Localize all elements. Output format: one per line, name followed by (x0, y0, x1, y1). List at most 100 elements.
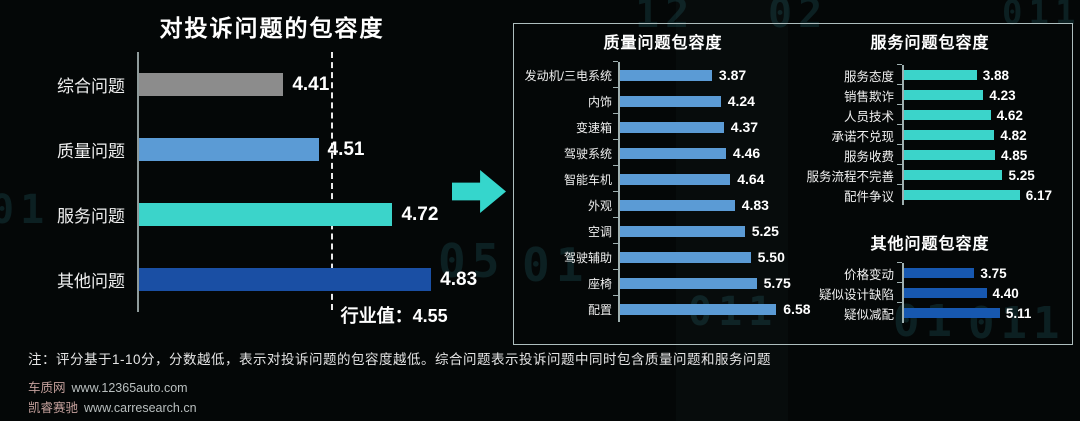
bar-track: 5.75 (613, 269, 810, 296)
category-label: 承诺不兑现 (831, 129, 894, 144)
bar-track: 4.82 (897, 124, 1054, 145)
bar-row: 驾驶辅助 5.50 (522, 243, 804, 270)
category-label: 驾驶辅助 (563, 250, 612, 265)
bar-track: 4.41 (137, 52, 491, 117)
quality-bar-rows: 发动机/三电系统 3.87 内饰 4.24 变速箱 4.37 驾驶系统 4.46 智能车机 4.6… (522, 61, 811, 322)
bar-row: 疑似设计缺陷 4.40 (794, 282, 1066, 303)
brand-url: www.12365auto.com (71, 381, 188, 395)
value-label: 4.37 (730, 119, 759, 135)
bar-track: 4.37 (613, 113, 810, 140)
bar-row: 疑似减配 5.11 (794, 302, 1066, 323)
category-label: 配件争议 (843, 189, 894, 204)
category-label: 智能车机 (563, 172, 612, 187)
category-label: 配置 (587, 302, 612, 317)
category-label: 其他问题 (57, 272, 125, 291)
industry-reference-line (330, 52, 333, 310)
bar-track: 4.24 (613, 87, 810, 114)
bar (620, 225, 745, 237)
bar-track: 4.23 (897, 84, 1054, 105)
bar (904, 308, 1000, 318)
value-label: 6.17 (1025, 187, 1052, 203)
brand-name: 车质网 (28, 381, 66, 395)
bar-row: 服务态度 3.88 (794, 64, 1066, 85)
category-label: 疑似设计缺陷 (818, 287, 894, 302)
category-label: 服务收费 (843, 149, 894, 164)
bar (620, 147, 726, 159)
bar-row: 价格变动 3.75 (794, 262, 1066, 283)
decor-digit: 05 (438, 234, 506, 288)
bar (620, 277, 757, 289)
bar-row: 空调 5.25 (522, 217, 804, 244)
industry-value-label: 行业值：4.55 (340, 306, 448, 326)
bar (620, 303, 777, 315)
value-label: 5.75 (763, 275, 791, 291)
bar-track: 4.64 (613, 165, 810, 192)
bar-row: 座椅 5.75 (522, 269, 804, 296)
bar (904, 70, 977, 80)
bar (620, 121, 724, 133)
bar (904, 268, 975, 278)
value-label: 4.83 (741, 197, 769, 213)
detail-panel: 质量问题包容度 发动机/三电系统 3.87 内饰 4.24 变速箱 4.37 驾驶系统 4.4… (513, 23, 1073, 345)
bar (620, 173, 731, 185)
overall-chart-body: 综合问题 4.41 质量问题 4.51 服务问题 4.72 其他问题 4.83 行业值：4.5… (10, 52, 506, 326)
bar (139, 268, 432, 291)
bar-track: 3.75 (897, 262, 1054, 283)
bar-track: 3.87 (613, 61, 810, 88)
category-label: 人员技术 (843, 109, 894, 124)
bar-track: 5.50 (613, 243, 810, 270)
bar-row: 配置 6.58 (522, 295, 811, 322)
decor-digit: 12 (635, 0, 696, 37)
value-label: 4.23 (989, 87, 1016, 103)
bar (620, 251, 751, 263)
category-label: 综合问题 (57, 77, 125, 96)
other-bar-rows: 价格变动 3.75 疑似设计缺陷 4.40 疑似减配 5.11 (794, 262, 1066, 323)
bar-row: 其他问题 4.83 (10, 247, 506, 312)
bar-row: 综合问题 4.41 (10, 52, 506, 117)
value-label: 5.50 (757, 249, 785, 265)
decor-digit: 011 (1002, 0, 1080, 33)
bar (620, 69, 712, 81)
service-chart-title: 服务问题包容度 (870, 35, 990, 52)
decor-digit: 02 (768, 0, 829, 37)
service-tolerance-chart: 服务问题包容度 服务态度 3.88 销售欺诈 4.23 人员技术 4.62 承诺不兑现 4.8… (794, 28, 1066, 205)
value-label: 4.46 (732, 145, 761, 161)
category-label: 价格变动 (843, 267, 894, 282)
value-label: 5.25 (1008, 167, 1035, 183)
bar-track: 4.40 (897, 282, 1054, 303)
other-chart-title: 其他问题包容度 (870, 236, 990, 253)
bar (904, 150, 995, 160)
value-label: 5.11 (1005, 305, 1032, 321)
bar-track: 3.88 (897, 64, 1054, 85)
overall-bar-rows: 综合问题 4.41 质量问题 4.51 服务问题 4.72 其他问题 4.83 (10, 52, 506, 312)
bar (620, 95, 721, 107)
bar (139, 73, 284, 96)
bar-row: 驾驶系统 4.46 (522, 139, 804, 166)
bar-row: 配件争议 6.17 (794, 184, 1066, 205)
footer-line-carresearch: 凯睿赛驰 www.carresearch.cn (28, 398, 197, 418)
category-label: 发动机/三电系统 (524, 68, 612, 83)
decor-digit: 01 (522, 238, 590, 292)
category-label: 服务态度 (843, 69, 894, 84)
bar (904, 190, 1020, 200)
category-label: 驾驶系统 (563, 146, 612, 161)
bar (904, 130, 995, 140)
bar-row: 服务问题 4.72 (10, 182, 506, 247)
bar-row: 变速箱 4.37 (522, 113, 804, 140)
bar-track: 4.62 (897, 104, 1054, 125)
value-label: 4.41 (292, 73, 330, 95)
bar-track: 5.25 (897, 164, 1054, 185)
value-label: 4.40 (992, 285, 1019, 301)
bar-track: 6.17 (897, 184, 1054, 205)
value-label: 4.62 (996, 107, 1023, 123)
category-label: 服务问题 (57, 207, 125, 226)
bar-track: 4.83 (613, 191, 810, 218)
bar-track: 6.58 (613, 295, 811, 322)
footer: 车质网 www.12365auto.com 凯睿赛驰 www.carresearch… (28, 378, 197, 418)
bar-row: 承诺不兑现 4.82 (794, 124, 1066, 145)
bar-row: 智能车机 4.64 (522, 165, 804, 192)
category-label: 内饰 (587, 94, 612, 109)
bar-row: 销售欺诈 4.23 (794, 84, 1066, 105)
bar-row: 质量问题 4.51 (10, 117, 506, 182)
